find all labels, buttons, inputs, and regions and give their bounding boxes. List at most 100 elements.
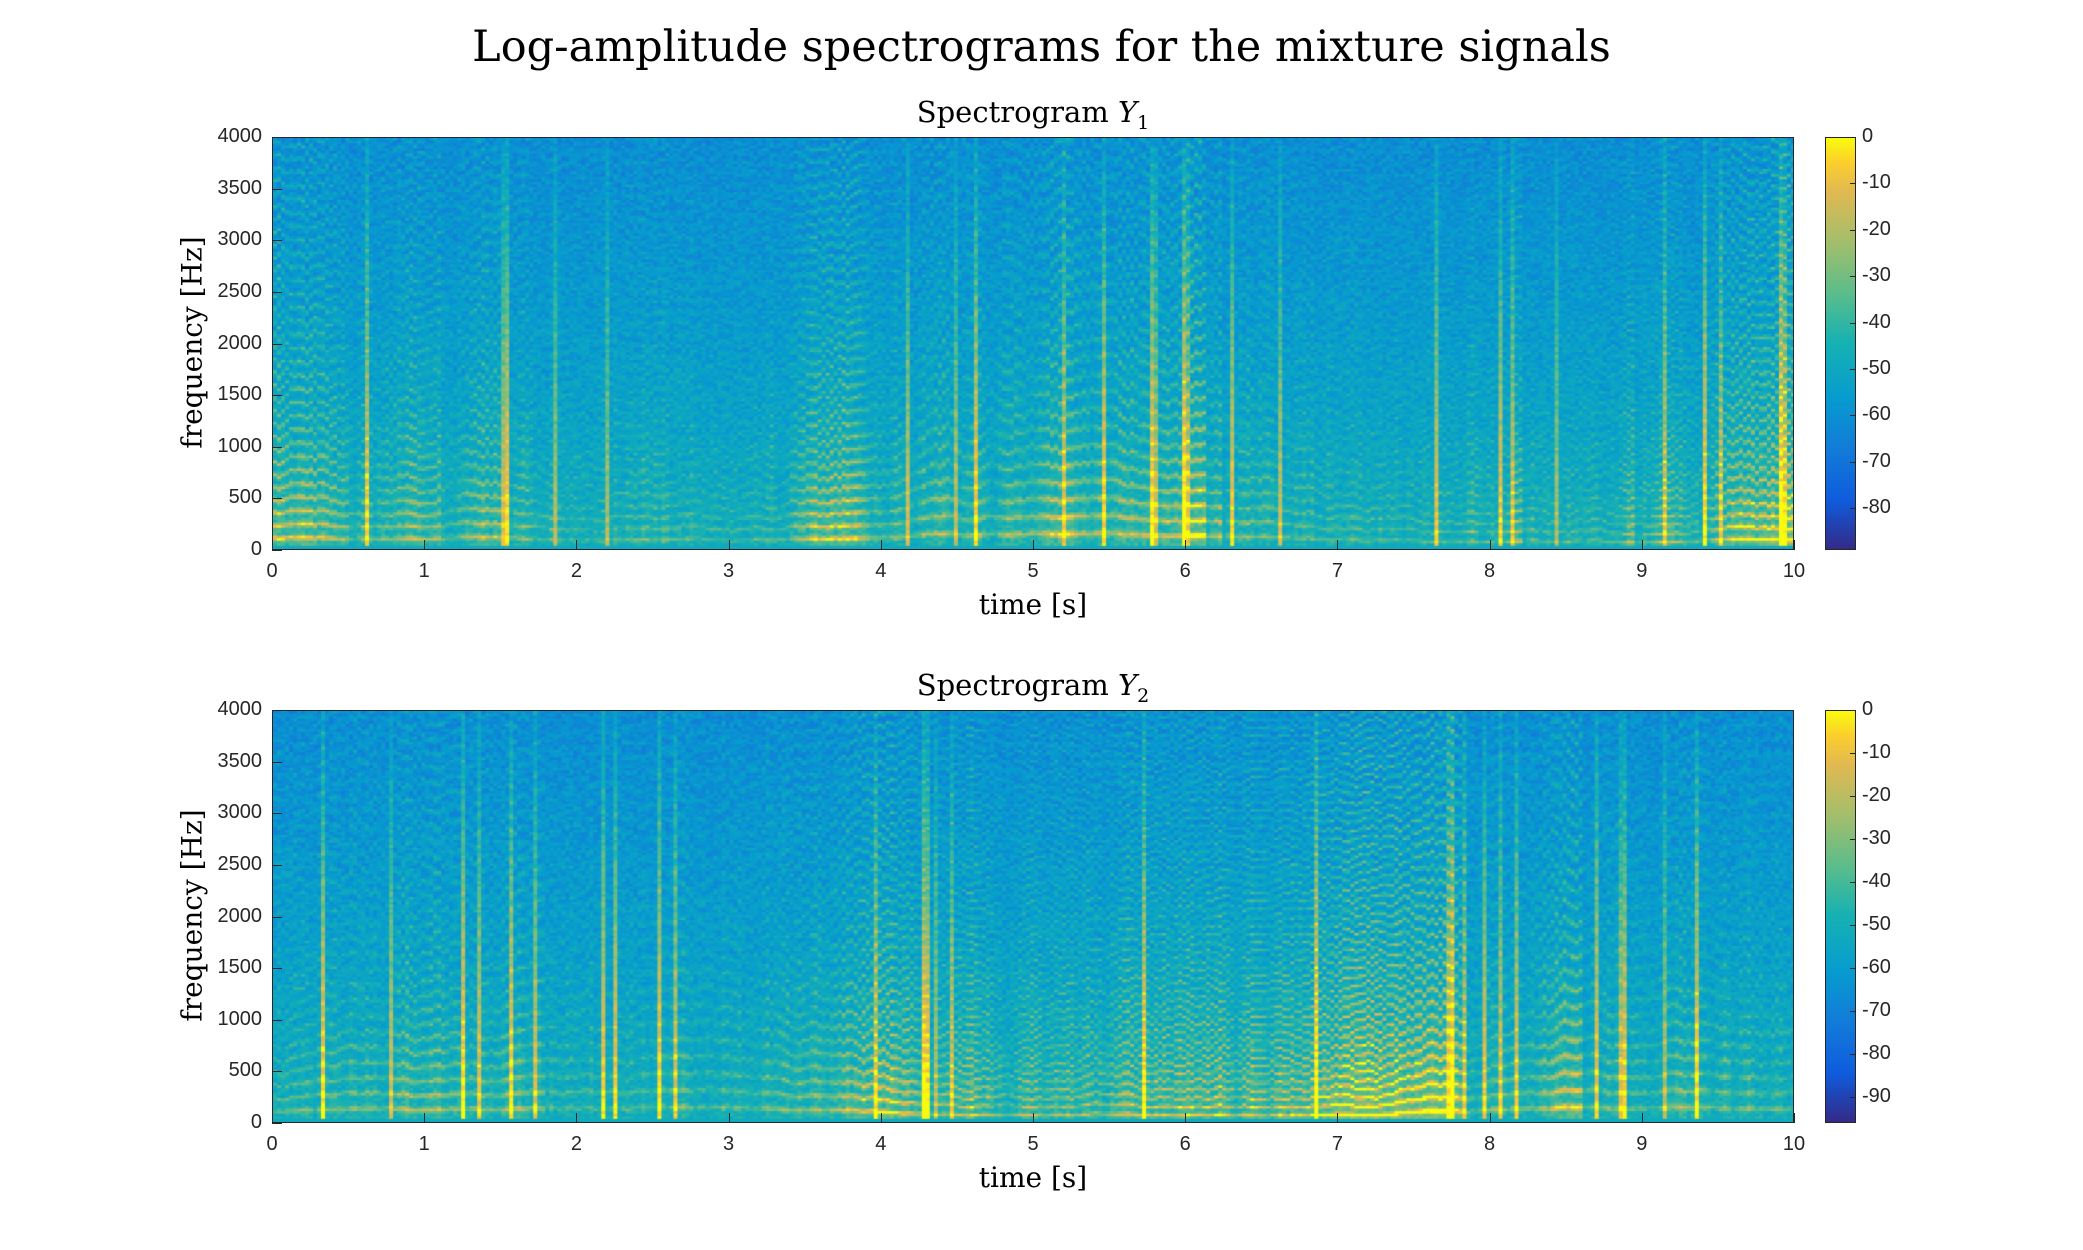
colorbar-tick-mark <box>1850 925 1856 927</box>
colorbar-tick-mark <box>1850 369 1856 371</box>
x-tick-label: 4 <box>875 1133 887 1155</box>
x-tick-mark <box>1641 1113 1643 1123</box>
spectrogram-plot-area <box>272 137 1794 550</box>
y-tick-mark <box>272 188 282 190</box>
y-tick-mark <box>272 1019 282 1021</box>
x-tick-mark <box>728 1113 730 1123</box>
x-tick-label: 8 <box>1484 560 1496 582</box>
x-tick-label: 8 <box>1484 1133 1496 1155</box>
x-tick-mark <box>1337 1113 1339 1123</box>
x-tick-label: 7 <box>1331 560 1343 582</box>
x-tick-label: 9 <box>1636 560 1648 582</box>
x-tick-mark <box>1185 540 1187 550</box>
y-tick-label: 1500 <box>217 956 263 979</box>
colorbar-tick-label: -10 <box>1862 741 1891 764</box>
x-tick-mark <box>1794 540 1795 550</box>
x-axis-label: time [s] <box>978 588 1088 621</box>
x-tick-mark <box>880 1113 882 1123</box>
colorbar-tick-label: -50 <box>1862 357 1891 380</box>
x-tick-label: 10 <box>1782 1133 1806 1155</box>
colorbar-tick-mark <box>1850 322 1856 324</box>
colorbar-tick-label: -40 <box>1862 310 1891 333</box>
colorbar-tick-label: -90 <box>1862 1085 1891 1108</box>
x-tick-mark <box>728 540 730 550</box>
y-tick-mark <box>272 291 282 293</box>
colorbar-tick-mark <box>1850 137 1856 138</box>
x-tick-label: 0 <box>266 1133 278 1155</box>
y-tick-label: 2500 <box>217 852 263 875</box>
x-tick-label: 10 <box>1782 560 1806 582</box>
colorbar-tick-mark <box>1850 710 1856 711</box>
colorbar <box>1825 137 1856 550</box>
x-tick-mark <box>1489 540 1491 550</box>
x-tick-label: 6 <box>1179 560 1191 582</box>
x-tick-label: 5 <box>1027 1133 1039 1155</box>
colorbar-tick-label: -40 <box>1862 870 1891 893</box>
y-tick-label: 1500 <box>217 383 263 406</box>
y-tick-mark <box>272 240 282 242</box>
colorbar-tick-mark <box>1850 508 1856 510</box>
y-tick-label: 2500 <box>217 279 263 302</box>
x-tick-label: 9 <box>1636 1133 1648 1155</box>
colorbar-tick-mark <box>1850 753 1856 755</box>
y-tick-mark <box>272 916 282 918</box>
y-tick-label: 0 <box>250 538 262 560</box>
y-tick-label: 0 <box>250 1111 262 1133</box>
y-tick-label: 2000 <box>217 331 263 354</box>
colorbar-tick-mark <box>1850 968 1856 970</box>
x-tick-mark <box>576 1113 578 1123</box>
panel-title-prefix: Spectrogram <box>916 95 1118 129</box>
y-tick-mark <box>272 1071 282 1073</box>
colorbar-tick-mark <box>1850 1011 1856 1013</box>
y-tick-mark <box>272 813 282 815</box>
panel-title-subscript: 1 <box>1137 111 1150 134</box>
y-tick-mark <box>272 395 282 397</box>
panel-title: Spectrogram Y1 <box>272 95 1794 134</box>
x-tick-label: 4 <box>875 560 887 582</box>
x-tick-label: 7 <box>1331 1133 1343 1155</box>
y-tick-mark <box>272 864 282 866</box>
colorbar-tick-label: 0 <box>1862 125 1874 147</box>
x-tick-mark <box>1489 1113 1491 1123</box>
x-tick-mark <box>1337 540 1339 550</box>
y-tick-mark <box>272 343 282 345</box>
y-tick-label: 1000 <box>217 1007 263 1030</box>
x-tick-mark <box>880 540 882 550</box>
y-tick-label: 3500 <box>217 176 263 199</box>
spectrogram-heatmap <box>273 138 1793 549</box>
colorbar-tick-label: -10 <box>1862 171 1891 194</box>
x-tick-label: 0 <box>266 560 278 582</box>
x-tick-mark <box>1033 1113 1034 1123</box>
panel-title-symbol: Y <box>1118 668 1138 702</box>
x-axis-label: time [s] <box>978 1161 1088 1194</box>
x-tick-label: 6 <box>1179 1133 1191 1155</box>
colorbar-gradient <box>1826 711 1855 1122</box>
y-tick-label: 2000 <box>217 904 263 927</box>
x-tick-label: 2 <box>570 560 582 582</box>
colorbar-tick-mark <box>1850 276 1856 278</box>
x-tick-label: 1 <box>418 560 430 582</box>
y-tick-label: 500 <box>228 486 262 509</box>
x-tick-mark <box>424 540 426 550</box>
colorbar-tick-mark <box>1850 1054 1856 1056</box>
colorbar-tick-label: -20 <box>1862 784 1891 807</box>
colorbar-tick-mark <box>1850 229 1856 231</box>
colorbar-tick-label: -60 <box>1862 956 1891 979</box>
colorbar-tick-mark <box>1850 183 1856 185</box>
panel-title: Spectrogram Y2 <box>272 668 1794 707</box>
colorbar-tick-mark <box>1850 461 1856 463</box>
colorbar-tick-label: -70 <box>1862 999 1891 1022</box>
colorbar-tick-label: -20 <box>1862 217 1891 240</box>
y-tick-label: 500 <box>228 1059 262 1082</box>
y-axis-label: frequency [Hz] <box>175 808 209 1022</box>
y-tick-label: 3500 <box>217 749 263 772</box>
x-tick-mark <box>1794 1113 1795 1123</box>
spectrogram-heatmap <box>273 711 1793 1122</box>
colorbar-tick-mark <box>1850 415 1856 417</box>
y-tick-mark <box>272 761 282 763</box>
colorbar-tick-label: 0 <box>1862 698 1874 720</box>
y-tick-label: 1000 <box>217 434 263 457</box>
y-tick-mark <box>272 550 282 551</box>
